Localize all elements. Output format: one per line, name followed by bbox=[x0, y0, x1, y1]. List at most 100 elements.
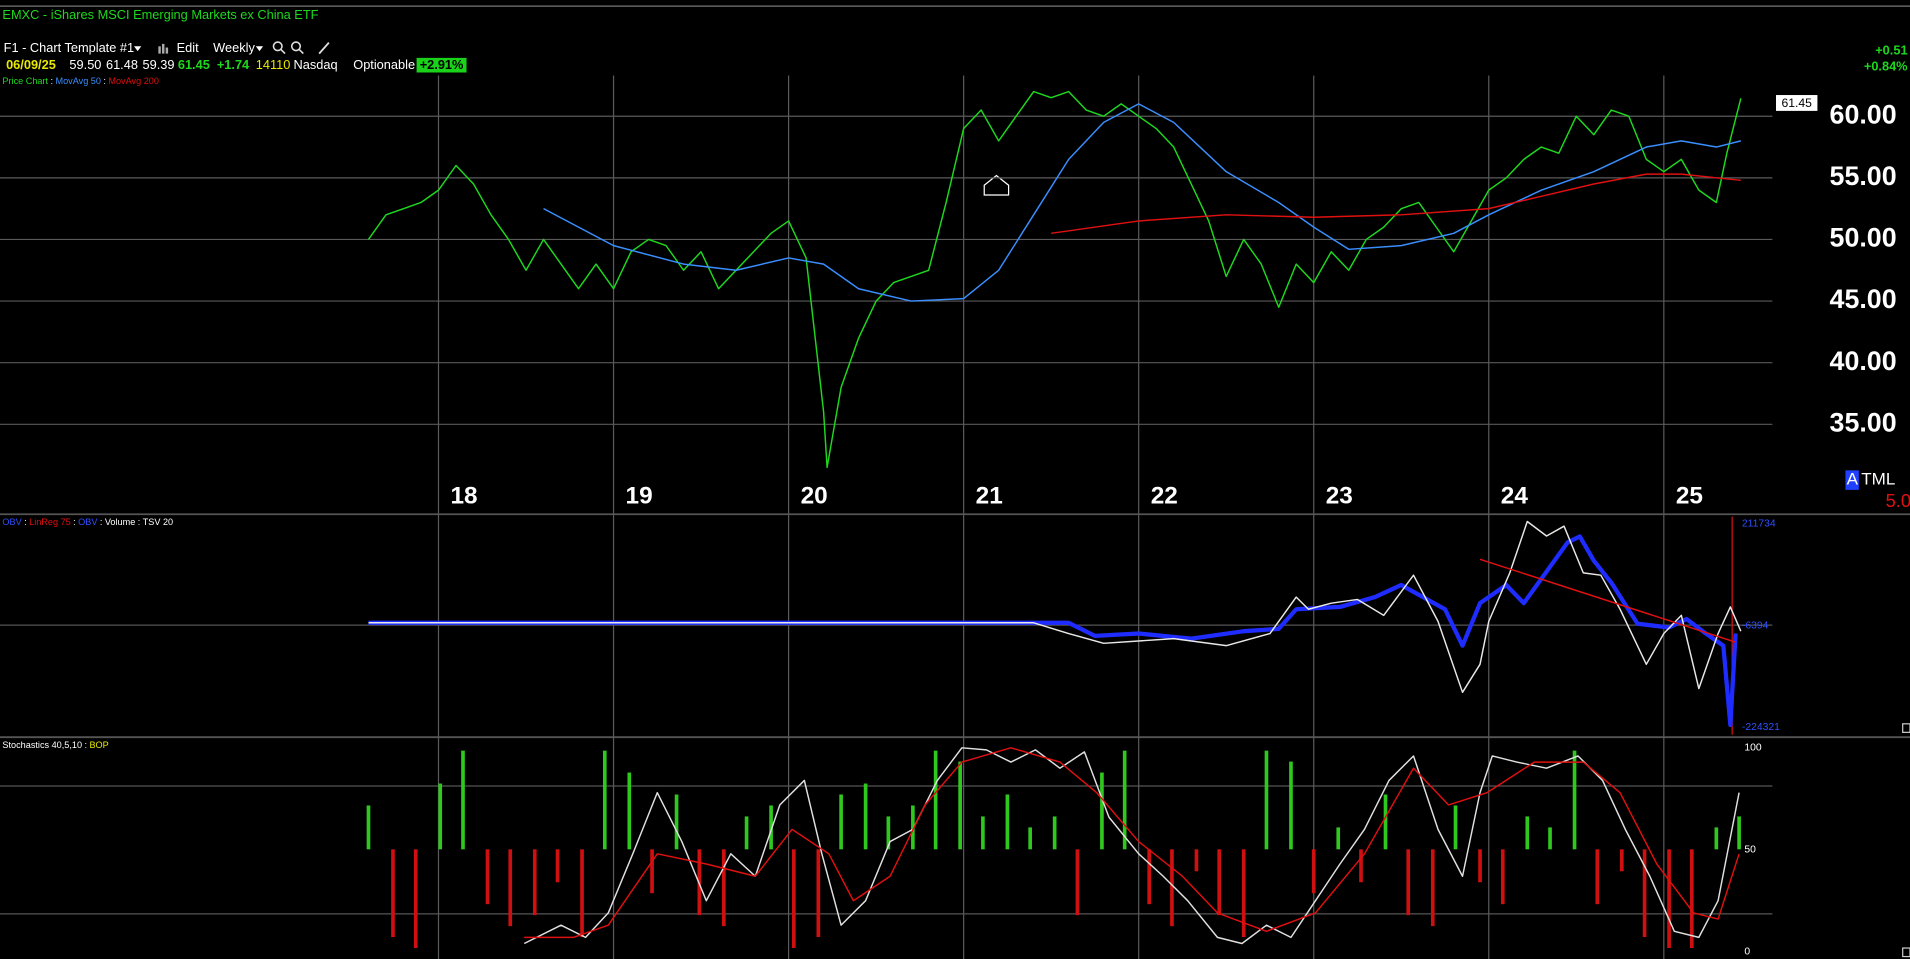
bop-bar bbox=[627, 772, 632, 850]
legend-separator: : bbox=[84, 740, 87, 750]
quote-volume: 14110 bbox=[256, 57, 291, 72]
label-layer: 35.00 40.00 45.00 50.00 55.00 60.00 18 19 20 21 22… bbox=[2, 76, 1896, 957]
bop-bar bbox=[981, 816, 985, 850]
bop-bar bbox=[816, 849, 821, 938]
bop-bar bbox=[1642, 849, 1647, 938]
series-line bbox=[368, 520, 1742, 694]
quote-date: 06/09/25 bbox=[6, 57, 56, 72]
edit-button[interactable]: Edit bbox=[177, 40, 199, 55]
x-tick-label: 20 bbox=[801, 483, 828, 510]
legend-item: BOP bbox=[89, 740, 108, 750]
bop-bar bbox=[744, 816, 749, 850]
bop-bar bbox=[1430, 849, 1435, 927]
y-tick-label: 40.00 bbox=[1830, 346, 1897, 376]
bop-bar bbox=[1453, 805, 1458, 850]
bop-bar bbox=[413, 849, 418, 949]
draw-tool-icon[interactable] bbox=[318, 42, 330, 55]
bop-bar bbox=[1336, 827, 1341, 850]
y-tick-label: 60.00 bbox=[1830, 99, 1897, 129]
bop-bar bbox=[1075, 849, 1080, 916]
bop-bar bbox=[1217, 849, 1222, 916]
legend-separator: : bbox=[24, 517, 27, 527]
period-menu[interactable]: Weekly bbox=[213, 40, 255, 55]
dropdown-caret[interactable] bbox=[133, 46, 142, 52]
quote-high: 61.48 bbox=[106, 57, 138, 72]
side-value: 5.0 bbox=[1886, 490, 1910, 511]
bop-bar bbox=[391, 849, 395, 938]
bop-bar bbox=[1170, 849, 1174, 927]
x-tick-label: 21 bbox=[976, 483, 1003, 510]
bop-bar bbox=[1289, 761, 1293, 850]
y-tick-label: 50 bbox=[1744, 844, 1756, 855]
bop-bar bbox=[933, 750, 938, 850]
bop-bar bbox=[602, 750, 607, 850]
template-menu[interactable]: F1 - Chart Template #1 bbox=[4, 40, 134, 55]
event-marker[interactable] bbox=[983, 174, 1010, 196]
bop-bar bbox=[366, 805, 371, 850]
zoom-out-icon[interactable] bbox=[290, 41, 304, 55]
x-tick-label: 18 bbox=[451, 483, 478, 510]
y-tick-label: 45.00 bbox=[1830, 284, 1897, 314]
bop-bar bbox=[1311, 849, 1316, 894]
bop-bar bbox=[1737, 816, 1741, 850]
right-change-pct: +0.84% bbox=[1864, 58, 1908, 73]
panel-resize-icon[interactable] bbox=[1902, 723, 1910, 733]
legend-item: LinReg 75 bbox=[29, 517, 71, 527]
bop-bar bbox=[485, 849, 490, 905]
panel-resize-icon[interactable] bbox=[1902, 947, 1910, 958]
dropdown-caret[interactable] bbox=[255, 46, 264, 52]
x-tick-label: 25 bbox=[1676, 483, 1703, 510]
y-tick-label: 55.00 bbox=[1830, 161, 1897, 191]
legend-item: Stochastics 40,5,10 bbox=[2, 740, 82, 750]
change-pct: +2.91% bbox=[420, 57, 464, 72]
bop-bar bbox=[1690, 849, 1694, 949]
bop-bar bbox=[580, 849, 584, 938]
bop-bar bbox=[1052, 816, 1057, 850]
legend-separator: : bbox=[103, 76, 106, 86]
quote-low: 59.39 bbox=[143, 57, 175, 72]
bop-bar bbox=[1005, 794, 1010, 850]
quote-close: 61.45 bbox=[178, 57, 210, 72]
bop-bar bbox=[650, 849, 654, 894]
exchange: Nasdaq bbox=[294, 57, 338, 72]
y-tick-label: -6394 bbox=[1742, 621, 1769, 632]
bop-bar bbox=[721, 849, 726, 927]
edit-icon[interactable] bbox=[158, 43, 169, 54]
quote-open: 59.50 bbox=[69, 57, 101, 72]
legend-item: MovAvg 200 bbox=[108, 76, 159, 86]
price-box-label: 61.45 bbox=[1781, 96, 1812, 110]
x-tick-label: 24 bbox=[1501, 483, 1529, 510]
bop-bar bbox=[839, 794, 843, 850]
series-line bbox=[524, 747, 1740, 939]
bop-bar bbox=[532, 849, 537, 916]
bop-bar bbox=[1264, 750, 1269, 850]
bop-bar bbox=[1619, 849, 1624, 872]
bop-bar bbox=[1359, 849, 1363, 883]
zoom-in-icon[interactable] bbox=[272, 41, 286, 55]
symbol-title: EMXC - iShares MSCI Emerging Markets ex … bbox=[2, 7, 318, 22]
series-line bbox=[523, 747, 1740, 945]
bop-bar bbox=[958, 761, 962, 850]
y-tick-label: -224321 bbox=[1742, 722, 1780, 733]
y-tick-label: 100 bbox=[1744, 743, 1762, 754]
bop-bar bbox=[1100, 772, 1104, 850]
side-tml: TML bbox=[1861, 470, 1895, 489]
series-line bbox=[1051, 173, 1741, 235]
y-tick-label: 211734 bbox=[1742, 519, 1776, 530]
bop-bar bbox=[1525, 816, 1530, 850]
y-tick-label: 35.00 bbox=[1830, 407, 1897, 437]
bop-bar bbox=[911, 805, 915, 850]
bop-bar bbox=[508, 849, 513, 927]
mark-layer bbox=[366, 90, 1742, 949]
bop-bar bbox=[1500, 849, 1505, 905]
legend-item: MovAvg 50 bbox=[55, 76, 100, 86]
bop-bar bbox=[1122, 750, 1127, 850]
quote-change: +1.74 bbox=[217, 57, 250, 72]
legend-separator: : bbox=[51, 76, 54, 86]
y-tick-label: 50.00 bbox=[1830, 223, 1897, 253]
bop-bar bbox=[1383, 794, 1388, 850]
bop-bar bbox=[769, 805, 773, 850]
legend-separator: : bbox=[100, 517, 103, 527]
x-tick-label: 22 bbox=[1151, 483, 1178, 510]
